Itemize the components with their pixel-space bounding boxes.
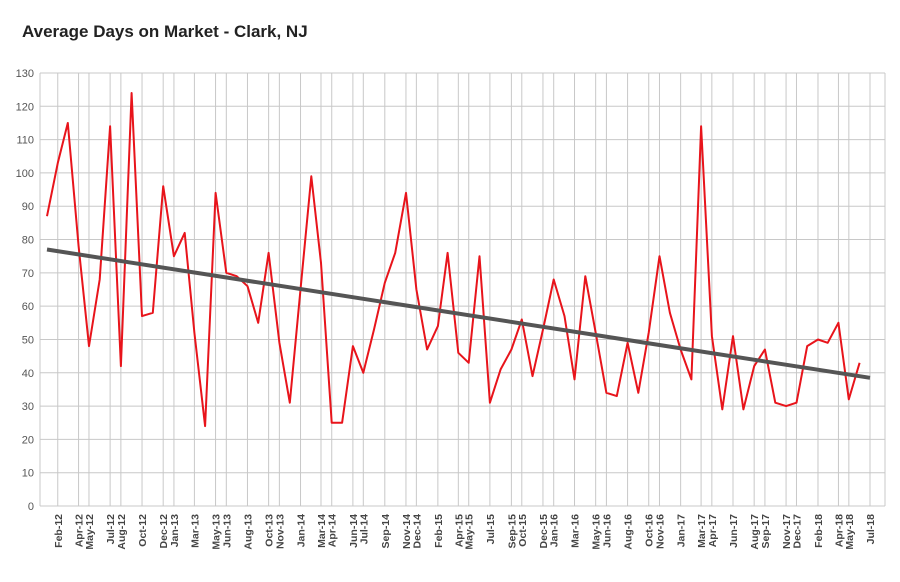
x-tick-label: Jul-18 — [865, 514, 877, 545]
x-tick-label: May-13 — [211, 514, 223, 550]
x-tick-label: Jan-14 — [296, 514, 308, 547]
x-tick-label: May-16 — [591, 514, 603, 550]
x-tick-label: Dec-17 — [791, 514, 803, 549]
trend-line — [46, 247, 871, 380]
x-tick-label: Apr-17 — [707, 514, 719, 547]
x-tick-label: Jun-14 — [348, 514, 360, 548]
y-tick-label: 40 — [22, 368, 34, 380]
x-tick-label: Jun-13 — [221, 514, 233, 548]
x-tick-label: Dec-12 — [158, 514, 170, 549]
y-tick-label: 130 — [16, 68, 34, 80]
x-tick-label: Sep-14 — [380, 514, 392, 549]
x-tick-label: Nov-13 — [274, 514, 286, 549]
chart-title: Average Days on Market - Clark, NJ — [22, 22, 308, 41]
x-tick-label: Aug-13 — [242, 514, 254, 550]
x-tick-label: Apr-15 — [453, 514, 465, 547]
x-tick-label: Jan-13 — [169, 514, 181, 547]
y-tick-label: 20 — [22, 434, 34, 446]
x-tick-label: Jan-16 — [549, 514, 561, 547]
x-tick-label: Apr-18 — [833, 514, 845, 547]
x-tick-label: Oct-15 — [517, 514, 529, 547]
x-tick-label: Feb-12 — [53, 514, 65, 548]
x-tick-label: Mar-16 — [570, 514, 582, 548]
x-tick-label: Mar-13 — [189, 514, 201, 548]
y-tick-label: 120 — [16, 101, 34, 113]
x-tick-label: Oct-16 — [644, 514, 656, 547]
x-tick-label: Jan-17 — [676, 514, 688, 547]
y-tick-label: 30 — [22, 401, 34, 413]
x-tick-label: Nov-14 — [401, 514, 413, 549]
x-tick-label: Oct-13 — [264, 514, 276, 547]
x-tick-label: Nov-17 — [781, 514, 793, 549]
y-tick-label: 80 — [22, 235, 34, 247]
x-tick-label: Dec-14 — [411, 514, 423, 549]
x-tick-label: Nov-16 — [654, 514, 666, 549]
x-tick-label: May-15 — [464, 514, 476, 550]
x-tick-label: Jul-12 — [105, 514, 117, 545]
x-tick-label: Aug-12 — [116, 514, 128, 550]
y-tick-label: 90 — [22, 201, 34, 213]
x-tick-label: Jun-16 — [601, 514, 613, 548]
y-tick-label: 0 — [28, 501, 34, 513]
x-tick-label: Apr-14 — [327, 514, 339, 547]
y-tick-label: 60 — [22, 301, 34, 313]
x-tick-label: Dec-15 — [538, 514, 550, 549]
data-line — [46, 92, 861, 428]
y-tick-label: 70 — [22, 268, 34, 280]
y-tick-label: 100 — [16, 168, 34, 180]
x-tick-label: Aug-16 — [623, 514, 635, 550]
x-tick-label: Jun-17 — [728, 514, 740, 548]
x-tick-label: Feb-15 — [433, 514, 445, 548]
x-tick-label: Sep-17 — [760, 514, 772, 549]
x-tick-label: Jul-14 — [358, 514, 370, 545]
x-tick-label: Sep-15 — [506, 514, 518, 549]
x-tick-label: Feb-18 — [813, 514, 825, 548]
y-tick-label: 50 — [22, 334, 34, 346]
x-tick-label: May-18 — [844, 514, 856, 550]
x-tick-label: Mar-17 — [696, 514, 708, 548]
x-tick-label: Aug-17 — [749, 514, 761, 550]
y-tick-label: 110 — [16, 135, 34, 147]
x-tick-label: Apr-12 — [74, 514, 86, 547]
x-tick-label: Oct-12 — [137, 514, 149, 547]
x-tick-label: Jul-15 — [485, 514, 497, 545]
x-tick-label: May-12 — [84, 514, 96, 550]
y-tick-label: 10 — [22, 468, 34, 480]
x-tick-label: Mar-14 — [316, 514, 328, 548]
